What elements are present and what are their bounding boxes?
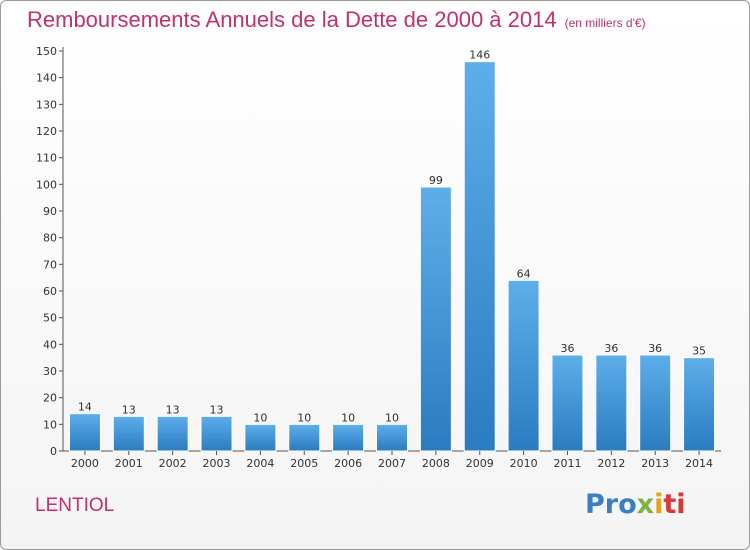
y-tick-label: 130 [36,98,57,111]
x-tick-label: 2003 [203,457,231,470]
x-tick-label: 2001 [115,457,143,470]
bar-2003 [200,415,233,452]
y-tick-label: 150 [36,45,57,58]
bar-value-label: 13 [210,403,224,416]
bar-2008 [419,186,452,452]
x-tick-label: 2006 [334,457,362,470]
bar-2002 [156,415,189,452]
bar-value-label: 14 [78,401,92,414]
bar-value-label: 36 [648,342,662,355]
bar-2012 [595,354,628,452]
y-tick-label: 60 [43,285,57,298]
y-tick-label: 120 [36,125,57,138]
y-tick-label: 0 [50,445,57,458]
x-tick-label: 2005 [290,457,318,470]
bar-value-label: 36 [560,342,574,355]
bar-value-label: 10 [341,411,355,424]
y-tick-label: 50 [43,312,57,325]
y-tick-label: 70 [43,258,57,271]
bar-value-label: 35 [692,345,706,358]
bar-2005 [288,423,321,452]
bar-value-label: 36 [604,342,618,355]
x-tick-label: 2004 [246,457,274,470]
logo-part-i: i [654,489,664,520]
y-tick-label: 140 [36,72,57,85]
bar-2000 [68,413,101,452]
x-tick-label: 2007 [378,457,406,470]
x-tick-label: 2009 [466,457,494,470]
bar-2009 [463,61,496,452]
commune-name: LENTIOL [35,495,115,516]
x-tick-label: 2012 [597,457,625,470]
chart-title: Remboursements Annuels de la Dette de 20… [27,7,646,33]
chart-unit: (en milliers d'€) [564,16,646,30]
bar-2011 [551,354,584,452]
bar-2010 [507,279,540,452]
y-tick-label: 20 [43,392,57,405]
x-tick-label: 2008 [422,457,450,470]
y-tick-label: 10 [43,418,57,431]
bar-value-label: 99 [429,174,443,187]
x-tick-label: 2000 [71,457,99,470]
y-tick-label: 110 [36,152,57,165]
x-tick-label: 2010 [510,457,538,470]
logo-part-ti: ti [663,489,686,520]
bar-value-label: 13 [166,403,180,416]
bar-2007 [376,423,408,452]
bar-value-label: 10 [253,411,267,424]
y-tick-label: 90 [43,205,57,218]
bar-value-label: 64 [517,267,531,280]
y-tick-label: 100 [36,178,57,191]
chart-title-text: Remboursements Annuels de la Dette de 20… [27,7,557,32]
bar-2006 [332,423,365,452]
bar-2001 [112,415,145,452]
bar-value-label: 10 [297,411,311,424]
logo-part-x: x [636,489,655,520]
proxiti-logo: Proxiti [585,489,686,520]
y-tick-label: 30 [43,365,57,378]
y-tick-label: 80 [43,232,57,245]
logo-part-pro: Pro [585,489,637,520]
x-tick-label: 2013 [641,457,669,470]
x-tick-label: 2011 [553,457,581,470]
x-tick-label: 2014 [685,457,713,470]
bar-2013 [639,354,672,452]
bar-value-label: 13 [122,403,136,416]
bar-2004 [244,423,277,452]
y-tick-label: 40 [43,338,57,351]
bar-2014 [683,357,716,452]
x-tick-label: 2002 [159,457,187,470]
bar-value-label: 10 [385,411,399,424]
bar-value-label: 146 [469,49,490,62]
